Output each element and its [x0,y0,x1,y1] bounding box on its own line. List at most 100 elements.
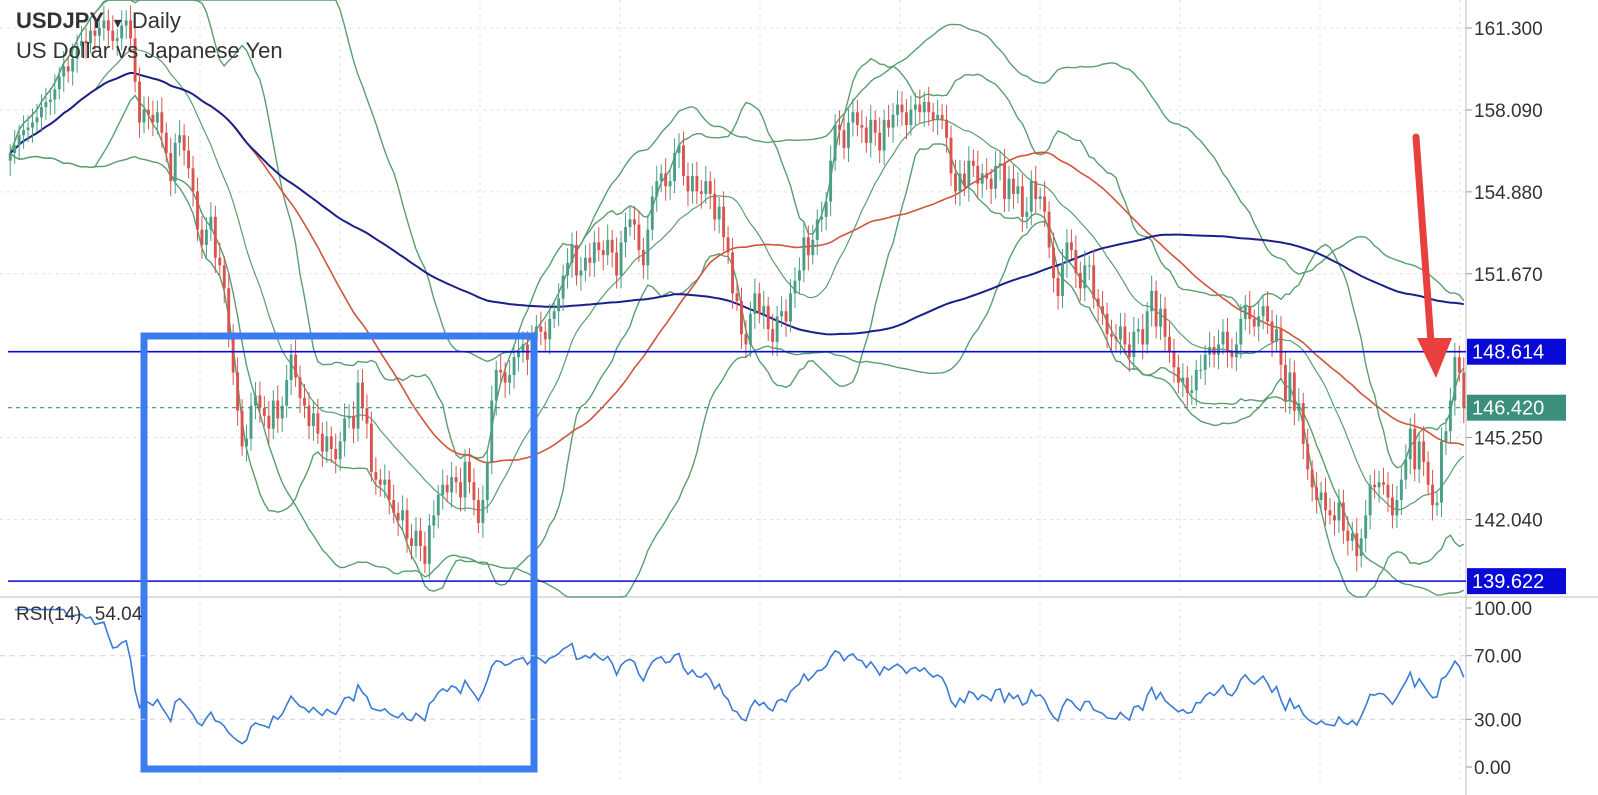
candle-body [646,229,650,266]
candle [954,159,957,205]
candle-body [1154,290,1158,327]
rsi-label: RSI(14) 54.04 [16,604,142,626]
candle-body [334,449,338,460]
candle-body [1248,306,1252,319]
candle-body [441,484,445,495]
candle [780,296,784,328]
candle-body [673,153,677,182]
candle-body [106,20,110,31]
candle-body [1141,329,1145,345]
candle-body [980,173,984,184]
candle [280,396,284,432]
candle [771,313,775,356]
candle [1382,467,1385,495]
candle [320,422,324,467]
candle-body [592,242,596,263]
candle [962,160,966,197]
candle-body [517,352,520,358]
chevron-down-icon[interactable]: ▾ [113,15,122,32]
candle-body [1297,403,1301,411]
arrow-head-icon [1417,338,1452,378]
candle [628,206,632,237]
candle-body [1114,336,1118,340]
candle-body [138,81,141,123]
candle [713,178,717,231]
candle-body [209,216,213,230]
candle [329,426,333,464]
candle [97,15,101,49]
candle-body [44,102,48,108]
candle-body [633,219,636,225]
candle-body [1101,306,1105,314]
candle [1096,288,1100,322]
candle [1257,301,1261,342]
candle [334,433,338,474]
candle-body [303,398,306,406]
candle-body [182,135,186,151]
candle-body [1226,331,1229,353]
candle [797,257,801,295]
candle-body [1069,242,1073,251]
candle [1185,365,1189,407]
price-tick-label: 145.250 [1474,429,1543,450]
candle-body [187,150,191,169]
candle-body [133,38,137,82]
candle [641,238,645,279]
candle [606,224,610,266]
candle [539,311,543,346]
candle-body [887,119,891,128]
candle-body [325,436,329,452]
candle [637,210,641,262]
candle [1341,489,1345,544]
candle-body [1203,354,1207,370]
candle-body [548,318,552,340]
candle [218,242,222,276]
candle-body [490,400,494,462]
candle [508,360,512,395]
candle [472,468,476,516]
candle [392,484,396,524]
candle-body [566,262,570,276]
candle-body [338,441,342,460]
candle-body [1185,377,1189,393]
candle-body [1319,492,1323,501]
candle-body [842,130,846,148]
candle-body [1306,443,1310,470]
candle-body [891,114,895,128]
candle-body [789,293,792,322]
candle [1083,250,1087,302]
candle [1346,516,1350,556]
candle [998,151,1002,181]
candle [147,96,150,130]
candle-body [793,280,797,294]
candle [704,166,708,204]
candle-body [231,334,235,373]
candle-body [1364,515,1368,539]
candle-body [1029,181,1033,212]
candle-body [494,369,498,401]
rsi-name: RSI(14) [16,604,82,625]
candle [155,100,159,135]
candle [668,170,672,200]
candle-body [962,173,966,187]
candle-body [57,76,61,90]
candle-body [855,112,859,126]
candle [1350,521,1354,551]
candle-body [619,242,623,276]
candle-body [173,142,177,182]
candle-body [802,237,806,271]
candle-body [1252,318,1256,327]
candle [548,303,552,355]
candle-body [1132,331,1136,358]
candle-body [227,288,231,335]
symbol-title[interactable]: USDJPY ▾ Daily [16,8,181,34]
candle [441,469,445,510]
level-tag-label: 146.420 [1472,398,1544,420]
candle-body [731,252,734,294]
price-tick-label: 151.670 [1474,265,1543,286]
candle [481,485,485,538]
candle-body [1047,211,1051,248]
candle-body [748,313,752,345]
candle [1159,293,1163,341]
